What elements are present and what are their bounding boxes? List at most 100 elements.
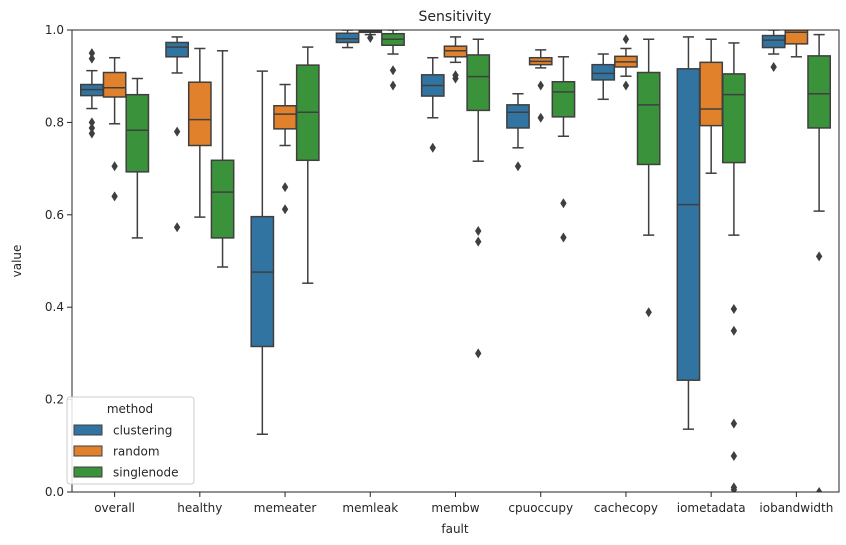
box-clustering-iobandwidth	[761, 30, 786, 72]
outlier-point	[770, 61, 777, 72]
y-tick-label: 1.0	[45, 23, 64, 37]
box-iqr	[676, 68, 701, 381]
box-random-memeater	[273, 83, 297, 215]
outlier-point	[537, 112, 544, 123]
box-random-cpuoccupy	[528, 49, 553, 123]
box-singlenode-memeater	[295, 46, 320, 284]
x-axis-title: fault	[441, 522, 469, 536]
box-iqr	[784, 30, 809, 45]
outlier-point	[88, 48, 96, 59]
y-axis: 0.0 0.2 0.4 0.6 0.8 1.0	[45, 23, 72, 499]
box-clustering-cpuoccupy	[506, 93, 530, 172]
box-clustering-healthy	[165, 36, 189, 233]
outlier-point	[367, 32, 374, 43]
box-iqr	[102, 71, 127, 98]
y-tick-label: 0.8	[45, 115, 64, 129]
box-clustering-cachecopy	[591, 53, 616, 101]
box-random-membw	[443, 36, 468, 84]
outlier-point	[815, 251, 823, 262]
outlier-point	[475, 348, 482, 359]
box-singlenode-memleak	[381, 30, 405, 91]
x-tick-label-overall: overall	[94, 501, 135, 515]
outlier-point	[537, 80, 544, 91]
outlier-point	[514, 161, 522, 172]
box-clustering-memleak	[335, 30, 360, 49]
outlier-point	[475, 236, 482, 247]
box-singlenode-cachecopy	[636, 38, 661, 318]
box-iqr	[273, 105, 297, 130]
outlier-point	[281, 204, 289, 215]
box-iqr	[466, 54, 491, 112]
outlier-point	[389, 80, 397, 91]
outlier-point	[560, 198, 567, 209]
box-iqr	[699, 61, 724, 127]
outlier-point	[88, 53, 96, 64]
legend: method clustering random singlenode	[66, 396, 195, 485]
outlier-point	[815, 487, 823, 492]
box-iqr	[636, 71, 661, 166]
box-singlenode-iometadata	[722, 42, 746, 492]
outlier-point	[475, 225, 482, 236]
legend-title: method	[107, 402, 153, 416]
y-tick-label: 0.0	[45, 485, 64, 499]
legend-label-random: random	[113, 445, 160, 459]
box-clustering-iometadata	[676, 36, 701, 430]
outlier-point	[88, 122, 96, 133]
box-singlenode-overall	[125, 77, 150, 239]
outlier-point	[452, 73, 459, 84]
y-tick-label: 0.2	[45, 393, 64, 407]
legend-item-random: random	[73, 445, 160, 459]
box-singlenode-cpuoccupy	[551, 56, 576, 243]
chart-title: Sensitivity	[419, 9, 492, 25]
box-random-iobandwidth	[784, 30, 809, 58]
outlier-point	[645, 307, 652, 318]
outlier-point	[111, 161, 118, 172]
outlier-point	[730, 450, 738, 461]
legend-swatch-random	[73, 445, 103, 457]
outlier-point	[173, 126, 181, 137]
box-iqr	[125, 93, 150, 173]
outlier-point	[730, 325, 738, 336]
box-random-overall	[102, 56, 127, 202]
x-tick-label-memeater: memeater	[254, 501, 317, 515]
x-tick-label-iometadata: iometadata	[677, 501, 746, 515]
box-singlenode-healthy	[210, 50, 235, 268]
outlier-point	[389, 65, 397, 76]
legend-item-clustering: clustering	[73, 424, 172, 438]
y-tick-label: 0.6	[45, 208, 64, 222]
outlier-point	[560, 232, 567, 243]
box-singlenode-membw	[466, 38, 491, 359]
box-clustering-overall	[79, 48, 104, 139]
box-iqr	[761, 34, 786, 49]
outlier-point	[730, 304, 738, 315]
box-iqr	[591, 63, 616, 81]
legend-item-singlenode: singlenode	[73, 466, 178, 480]
outlier-point	[730, 418, 738, 429]
box-iqr	[165, 41, 189, 58]
outlier-point	[88, 117, 96, 128]
x-tick-label-iobandwidth: iobandwidth	[759, 501, 833, 515]
box-iqr	[722, 73, 746, 164]
outlier-point	[88, 128, 96, 139]
x-tick-label-healthy: healthy	[177, 501, 222, 515]
box-iqr	[335, 32, 360, 44]
outlier-point	[622, 34, 630, 45]
box-random-healthy	[187, 47, 212, 218]
box-iqr	[551, 80, 576, 118]
outlier-point	[111, 191, 118, 202]
outlier-point	[622, 80, 630, 91]
x-axis: overall healthy memeater memleak membw cpuocc…	[94, 492, 833, 515]
box-iqr	[807, 55, 832, 129]
outlier-point	[173, 222, 181, 233]
outlier-point	[429, 142, 436, 153]
plot-area	[79, 30, 832, 492]
y-tick-label: 0.4	[45, 300, 64, 314]
legend-frame	[66, 396, 195, 485]
x-tick-label-membw: membw	[431, 501, 479, 515]
x-tick-label-cachecopy: cachecopy	[594, 501, 658, 515]
box-iqr	[210, 159, 235, 239]
box-clustering-memeater	[250, 70, 275, 435]
x-tick-label-cpuoccupy: cpuoccupy	[508, 501, 573, 515]
legend-swatch-clustering	[73, 424, 103, 436]
